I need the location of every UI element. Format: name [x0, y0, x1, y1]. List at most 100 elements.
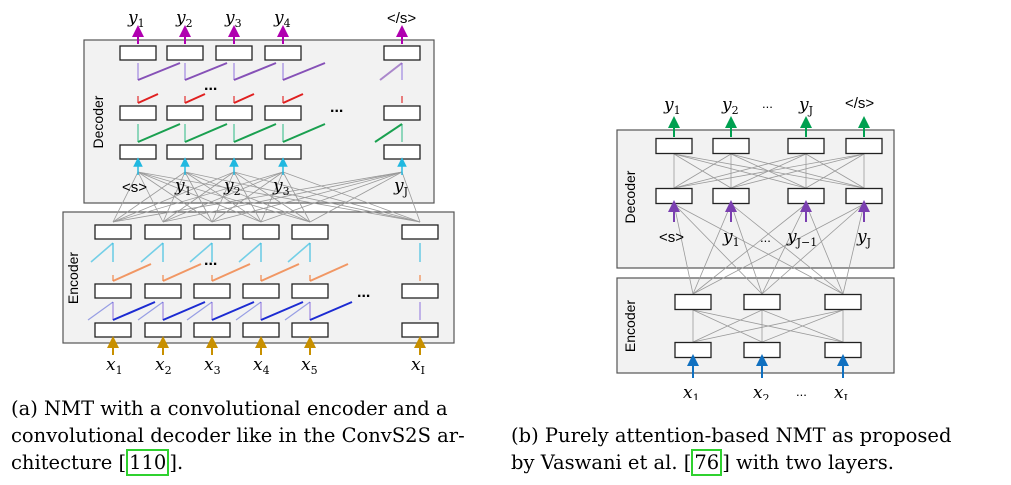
conv-arrow [140, 242, 164, 263]
attention-line [137, 171, 311, 223]
conv-arrow [112, 301, 156, 321]
citation-link[interactable]: 76 [691, 449, 723, 476]
encoder-cell [94, 322, 132, 338]
conv-arrow [379, 62, 403, 81]
attention-line [692, 203, 865, 295]
decoder-input-label: y1 [722, 227, 740, 249]
conv-arrow [137, 62, 181, 81]
attention-line [137, 171, 421, 223]
conv-arrow [282, 93, 304, 104]
attention-line [730, 203, 844, 295]
conv-arrow [112, 263, 152, 282]
encoder-cell [242, 322, 280, 338]
decoder-input-label: y3 [272, 176, 290, 198]
decoder-input-start-a: <s> [122, 179, 147, 196]
ellipsis-a3: ... [204, 252, 217, 269]
decoder-label-a: Decoder [90, 95, 106, 148]
decoder-input-label: y2 [223, 176, 241, 198]
conv-arrow [211, 301, 255, 321]
decoder-cell [119, 144, 157, 160]
attention-line [692, 309, 763, 343]
attention-line [184, 171, 421, 223]
output-label: yJ [798, 95, 813, 117]
ellipsis-b3: ... [796, 384, 807, 399]
encoder-label-a: Encoder [65, 252, 81, 304]
conv-arrow [162, 263, 202, 282]
encoder-cell [743, 293, 781, 311]
figure-canvas: Decoder Encoder y1 y2 y3 y4 </s> <s> y1 … [62, 8, 895, 400]
input-label: x2 [155, 355, 172, 377]
encoder-cell [743, 341, 781, 359]
decoder-cell [215, 105, 253, 121]
encoder-cell [401, 224, 439, 240]
decoder-cell [166, 144, 204, 160]
output-label: y2 [721, 95, 739, 117]
attention-line [842, 203, 865, 295]
attention-line [112, 171, 403, 223]
conv-arrow [137, 301, 164, 321]
encoder-cell [94, 224, 132, 240]
encoder-cell [401, 322, 439, 338]
cells-b [655, 137, 883, 359]
conv-arrow [260, 263, 300, 282]
caption-b-line: by Vaswani et al. [76] with two layers. [511, 449, 894, 476]
conv-arrow [184, 62, 228, 81]
decoder-cell [787, 137, 825, 155]
encoder-cell [193, 224, 231, 240]
attention-line [673, 203, 844, 295]
attention-line [730, 153, 865, 189]
attention-line [309, 171, 403, 223]
ellipsis-a1: ... [204, 77, 217, 94]
input-label: x3 [204, 355, 221, 377]
attention-line [112, 171, 186, 223]
attention-line [282, 171, 311, 223]
attention-line [673, 203, 763, 295]
decoder-cell [845, 137, 883, 155]
figure-a: Decoder Encoder y1 y2 y3 y4 </s> <s> y1 … [62, 8, 455, 377]
decoder-cell [655, 137, 693, 155]
conv-arrow [184, 123, 228, 143]
citation-link[interactable]: 110 [126, 449, 170, 476]
attention-line [162, 171, 403, 223]
attention-line [211, 171, 403, 223]
ellipsis-a4: ... [357, 284, 370, 301]
encoder-cell [291, 322, 329, 338]
output-label-eos-a: </s> [387, 10, 416, 27]
attention-line [260, 171, 403, 223]
attention-line [761, 203, 865, 295]
decoder-input-start-b: <s> [659, 229, 684, 246]
caption-a-line: chitecture [110]. [11, 449, 184, 476]
attention-line [184, 171, 311, 223]
encoder-cell [674, 341, 712, 359]
encoder-cell [193, 283, 231, 299]
attention-line [282, 171, 421, 223]
conv-arrow [137, 93, 159, 104]
caption-a-line: (a) NMT with a convolutional encoder and… [11, 397, 448, 420]
output-label: y1 [663, 95, 681, 117]
output-label-eos-b: </s> [845, 95, 874, 112]
encoder-cell [291, 224, 329, 240]
input-label: xI [834, 383, 848, 400]
conv-arrow [309, 263, 349, 282]
decoder-cell [655, 187, 693, 205]
decoder-input-labels-a: y1 y2 y3 yJ [174, 176, 408, 198]
conv-arrow [211, 263, 251, 282]
caption-a-line: convolutional decoder like in the ConvS2… [11, 424, 465, 447]
attention-line [233, 171, 421, 223]
conv-arrow [90, 242, 114, 263]
attention-line [761, 203, 807, 295]
attention-line [137, 171, 213, 223]
attention-line [692, 203, 732, 295]
decoder-input-label: yJ−1 [786, 227, 817, 249]
encoder-cell [144, 283, 182, 299]
input-labels-a: x1 x2 x3 x4 x5 xI [106, 355, 425, 377]
decoder-cell [712, 187, 750, 205]
figure-b: Decoder Encoder y1 y2 yJ ... </s> <s> y1… [616, 95, 895, 400]
output-label: y4 [273, 8, 291, 30]
attention-line [401, 171, 421, 223]
conv-arrow [284, 301, 311, 321]
decoder-cell [264, 144, 302, 160]
conv-arrow [374, 123, 403, 143]
conv-arrow [186, 301, 213, 321]
attention-line [805, 203, 844, 295]
